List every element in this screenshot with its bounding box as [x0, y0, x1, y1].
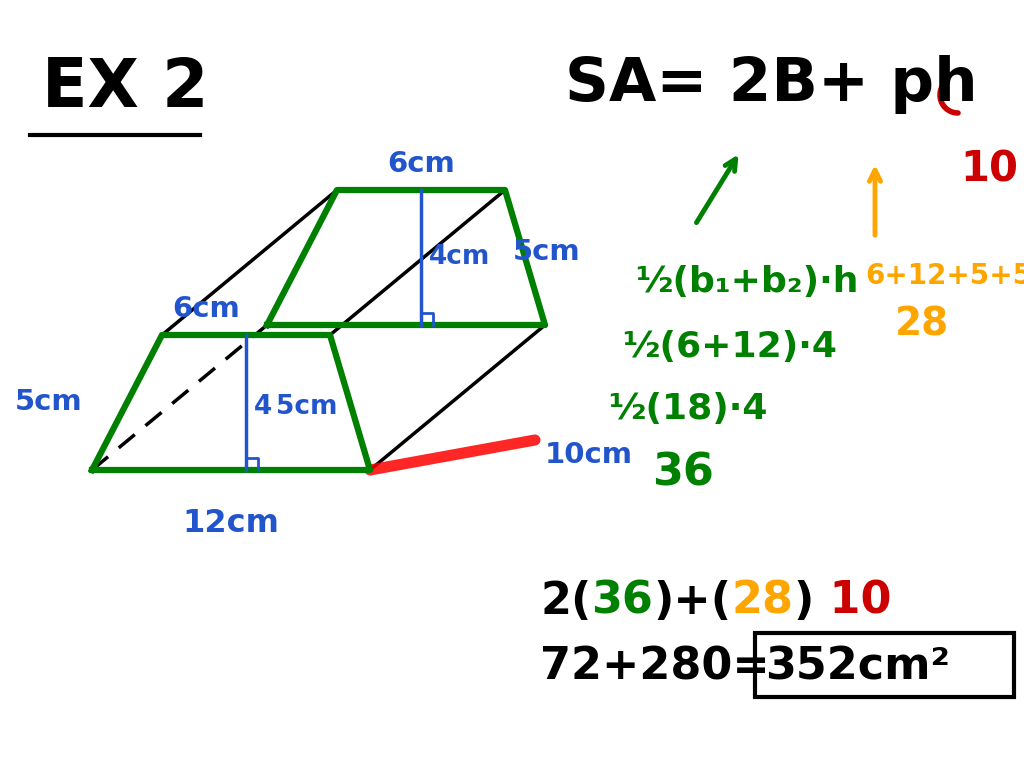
Text: 10cm: 10cm — [545, 441, 633, 469]
Text: 72+280=: 72+280= — [540, 645, 770, 688]
Text: 36: 36 — [592, 580, 653, 623]
Text: 352cm²: 352cm² — [765, 645, 950, 688]
Text: 12cm: 12cm — [182, 508, 280, 539]
Text: SA= 2B+ ph: SA= 2B+ ph — [565, 55, 978, 114]
Text: 6cm: 6cm — [387, 150, 455, 178]
Text: 4: 4 — [254, 395, 272, 421]
Text: 5cm: 5cm — [513, 239, 581, 266]
Text: 5cm: 5cm — [276, 395, 338, 421]
Text: 6cm: 6cm — [172, 295, 240, 323]
Text: 4cm: 4cm — [429, 244, 490, 270]
Text: 5cm: 5cm — [14, 389, 82, 416]
Text: ½(b₁+b₂)·h: ½(b₁+b₂)·h — [635, 265, 858, 299]
Text: ): ) — [794, 580, 814, 623]
Text: EX 2: EX 2 — [42, 55, 208, 121]
Text: ½(6+12)·4: ½(6+12)·4 — [622, 330, 837, 364]
Text: 6+12+5+5: 6+12+5+5 — [865, 262, 1024, 290]
Text: 28: 28 — [895, 305, 949, 343]
Text: )+(: )+( — [653, 580, 731, 623]
Text: 10: 10 — [814, 580, 891, 623]
Text: ½(18)·4: ½(18)·4 — [608, 392, 768, 426]
Text: 36: 36 — [652, 452, 714, 495]
Text: 10: 10 — [961, 148, 1018, 190]
Text: 28: 28 — [731, 580, 794, 623]
Text: 2(: 2( — [540, 580, 592, 623]
